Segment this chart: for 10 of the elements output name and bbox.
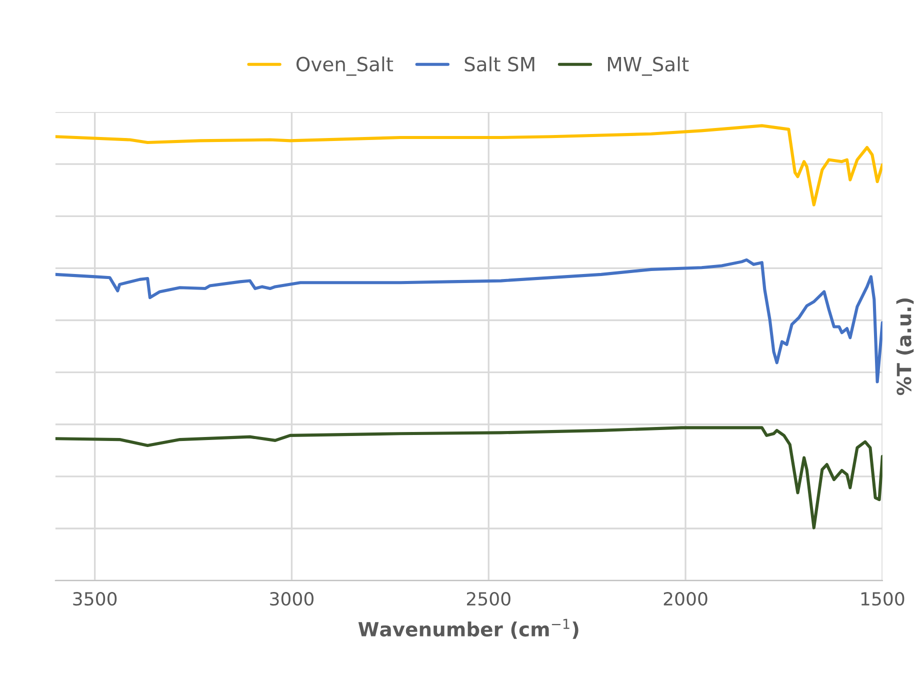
legend-label: Oven_Salt xyxy=(296,56,394,76)
x-tick-label: 3000 xyxy=(270,592,314,606)
legend-label: Salt SM xyxy=(464,56,534,72)
x-axis-title: Wavenumber (cm$^{−1}$) xyxy=(358,618,578,639)
x-tick-label: 1500 xyxy=(861,592,904,606)
y-axis-title: %T (a.u.) xyxy=(896,298,914,396)
x-tick-label: 2500 xyxy=(466,592,510,606)
x-tick-label: 2000 xyxy=(664,592,708,606)
x-tick-label: 3500 xyxy=(73,592,117,606)
legend-label: MW_Salt xyxy=(608,56,689,76)
